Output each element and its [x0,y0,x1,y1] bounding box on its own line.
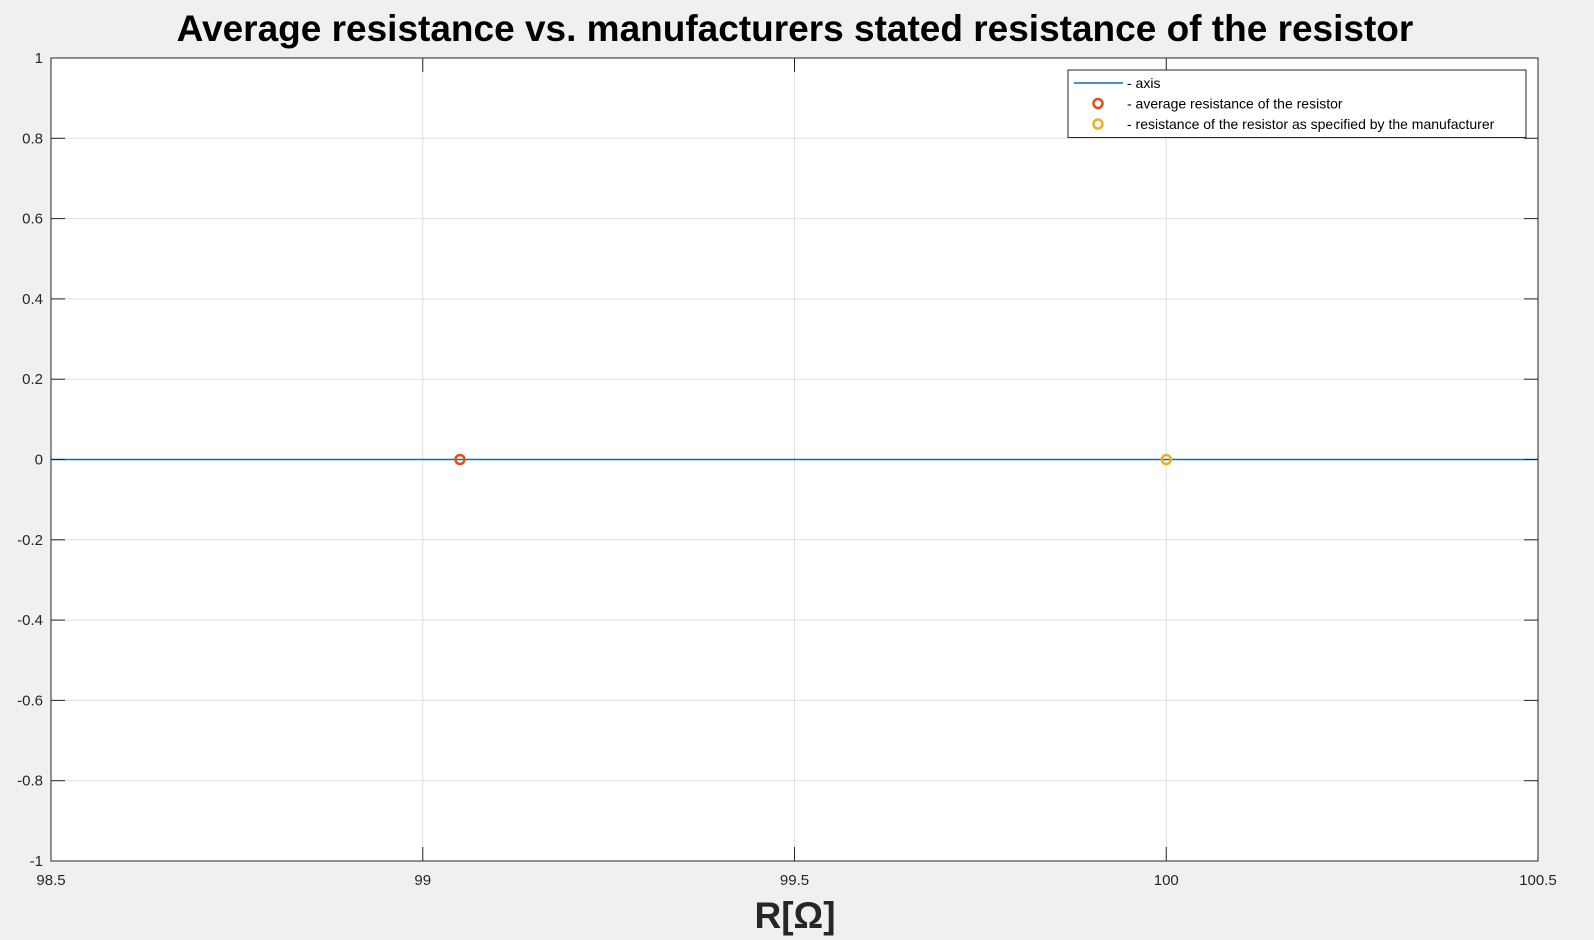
y-tick-label: 0 [35,452,43,469]
y-tick-label: 0.6 [22,211,43,228]
y-tick-label: -0.8 [17,773,43,790]
data-point [1160,453,1172,466]
y-tick-label: -0.2 [17,532,43,549]
series-layer [51,453,1538,466]
legend: - axis - average resistance of the resist… [1067,69,1527,138]
legend-entry-label: - resistance of the resistor as specifie… [1127,116,1495,132]
x-axis-label: R[Ω] [754,895,835,936]
y-tick-label: 0.2 [22,371,43,388]
y-tick-label: -0.6 [17,692,43,709]
legend-box [1067,69,1527,138]
legend-marker-swatch [1092,118,1104,130]
x-tick-label: 98.5 [36,872,65,889]
y-tick-label: 0.4 [22,291,43,308]
legend-entry-label: - axis [1127,75,1160,91]
ticks: 98.5 99 99.5 100 100.5 1 0.8 0.6 0.4 0.2 0 -0.2 -0.4… [17,50,1557,889]
x-tick-label: 99 [414,872,431,889]
x-tick-label: 100 [1154,872,1179,889]
x-tick-label: 100.5 [1519,872,1557,889]
data-point [454,453,466,466]
legend-marker-swatch [1092,97,1104,110]
chart-title: Average resistance vs. manufacturers sta… [177,8,1414,49]
legend-entry-label: - average resistance of the resistor [1127,96,1343,112]
y-tick-label: 1 [35,50,43,67]
y-tick-label: -0.4 [17,612,43,629]
y-tick-label: 0.8 [22,130,43,147]
x-tick-label: 99.5 [780,872,809,889]
y-tick-label: -1 [30,853,43,870]
